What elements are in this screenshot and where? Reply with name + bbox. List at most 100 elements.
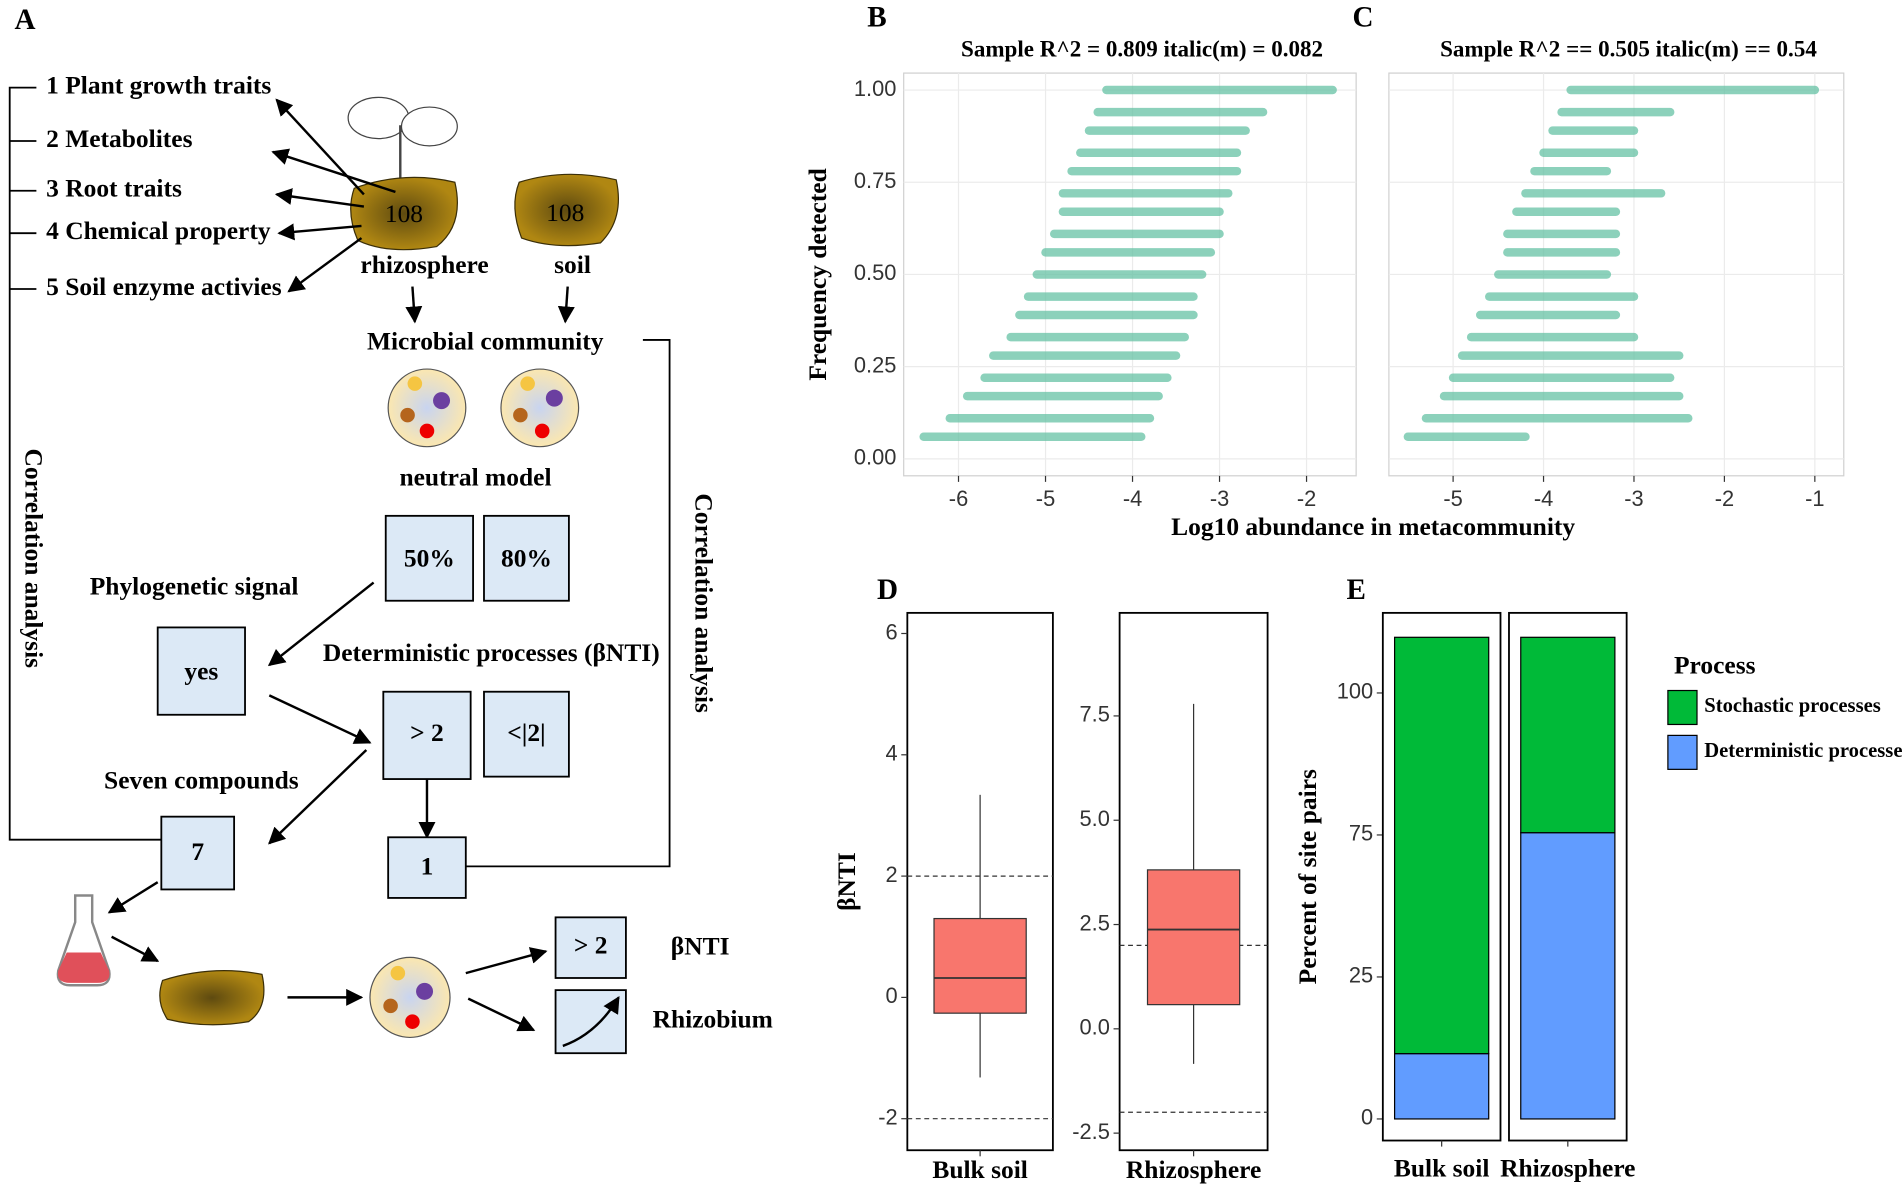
x-tick-label: Bulk soil <box>1394 1154 1490 1183</box>
box <box>1146 869 1241 1006</box>
legend-label: Stochastic processes <box>1704 695 1881 717</box>
bracket <box>8 86 162 841</box>
trait: 1 Plant growth traits <box>46 70 271 99</box>
y-tick-label: 4 <box>885 741 897 766</box>
box <box>160 815 236 891</box>
panel-label: E <box>1346 574 1365 606</box>
chart-title: Sample R^2 = 0.809 italic(m) = 0.082 <box>961 36 1323 62</box>
box-label: > 2 <box>410 718 444 747</box>
x-tick-label: -2 <box>1715 486 1734 511</box>
label: Deterministic processes (βNTI) <box>323 638 660 667</box>
count: 108 <box>546 198 584 227</box>
label: Rhizobium <box>653 1005 773 1034</box>
y-tick-label: 75 <box>1349 821 1373 846</box>
y-tick-label: 0.75 <box>854 168 896 193</box>
box-label: yes <box>184 656 218 685</box>
label: Correlation analysis <box>689 493 718 713</box>
soil-bulk <box>514 173 619 247</box>
x-tick-label: -1 <box>1805 486 1824 511</box>
y-tick-label: 0 <box>885 983 897 1008</box>
chart-title: Sample R^2 == 0.505 italic(m) == 0.54 <box>1440 36 1817 62</box>
bar-segment <box>1393 1053 1490 1120</box>
panel-label: A <box>15 4 36 36</box>
arrows <box>107 98 575 1032</box>
box <box>483 514 570 602</box>
x-tick-label: -3 <box>1624 486 1643 511</box>
source: soil <box>554 250 591 279</box>
y-tick-label: 1.00 <box>854 76 896 101</box>
x-tick-label: Rhizosphere <box>1500 1154 1635 1183</box>
x-axis-label: Log10 abundance in metacommunity <box>1171 512 1575 541</box>
legend-swatch <box>1667 689 1698 726</box>
legend-title: Process <box>1674 650 1756 679</box>
legend-swatch <box>1667 734 1698 770</box>
diagram: A 1 Plant growth traits 2 Metabolites 3 … <box>8 4 773 1055</box>
cells <box>369 368 580 1039</box>
box <box>382 690 472 780</box>
y-tick-label: 2.5 <box>1080 910 1110 935</box>
box-label: 50% <box>404 544 455 573</box>
box-label: 7 <box>191 837 204 866</box>
y-tick-label: -2.5 <box>1072 1119 1110 1144</box>
y-tick-label: -2 <box>878 1104 897 1129</box>
bar-segment <box>1393 636 1490 1055</box>
model: neutral model <box>399 462 551 491</box>
bar-segment <box>1520 832 1616 1120</box>
community: Microbial community <box>367 326 604 355</box>
trend <box>562 995 620 1048</box>
panel-label: B <box>867 1 886 33</box>
box-label: 80% <box>501 544 552 573</box>
y-tick-label: 5.0 <box>1080 806 1110 831</box>
y-tick-label: 2 <box>885 862 897 887</box>
soil <box>159 970 265 1026</box>
box <box>384 514 474 602</box>
y-tick-label: 6 <box>885 619 897 644</box>
seedling <box>347 96 458 189</box>
y-tick-label: 100 <box>1337 679 1373 704</box>
flask <box>56 894 111 987</box>
panel-label: D <box>877 574 898 606</box>
box <box>387 836 467 899</box>
y-tick-label: 0.0 <box>1080 1015 1110 1040</box>
x-tick-label: Bulk soil <box>932 1155 1028 1184</box>
box <box>933 917 1027 1014</box>
bracket <box>465 339 671 868</box>
label: Correlation analysis <box>20 449 49 669</box>
panel-label: C <box>1353 1 1374 33</box>
label: Phylogenetic signal <box>90 571 299 600</box>
trait: 3 Root traits <box>46 174 182 203</box>
trait: 2 Metabolites <box>46 124 192 153</box>
count: 108 <box>385 199 423 228</box>
y-tick-label: 0 <box>1361 1105 1373 1130</box>
y-tick-label: 7.5 <box>1080 702 1110 727</box>
soil-rhizosphere <box>350 176 458 251</box>
y-tick-label: 0.00 <box>854 445 896 470</box>
label: βNTI <box>671 932 730 961</box>
x-tick-label: -5 <box>1036 486 1055 511</box>
box-label: 1 <box>421 852 434 881</box>
box <box>483 690 570 778</box>
x-tick-label: -4 <box>1123 486 1142 511</box>
label: Seven compounds <box>104 766 299 795</box>
source: rhizosphere <box>360 250 488 279</box>
y-axis-label: βNTI <box>832 852 861 911</box>
box <box>554 916 627 979</box>
trait: 5 Soil enzyme activies <box>46 272 282 301</box>
x-tick-label: -6 <box>949 486 968 511</box>
y-tick-label: 0.50 <box>854 260 896 285</box>
x-tick-label: -4 <box>1534 486 1553 511</box>
x-tick-label: -3 <box>1210 486 1229 511</box>
y-tick-label: 0.25 <box>854 352 896 377</box>
legend-label: Deterministic processes <box>1704 740 1902 762</box>
box <box>156 626 246 716</box>
y-tick-label: 25 <box>1349 963 1373 988</box>
x-tick-label: Rhizosphere <box>1126 1155 1261 1184</box>
box-label: <|2| <box>507 718 545 747</box>
x-tick-label: -2 <box>1297 486 1316 511</box>
x-tick-label: -5 <box>1443 486 1462 511</box>
y-axis-label: Percent of site pairs <box>1293 769 1322 984</box>
trait: 4 Chemical property <box>46 216 271 245</box>
y-axis-label: Frequency detected <box>803 168 832 380</box>
